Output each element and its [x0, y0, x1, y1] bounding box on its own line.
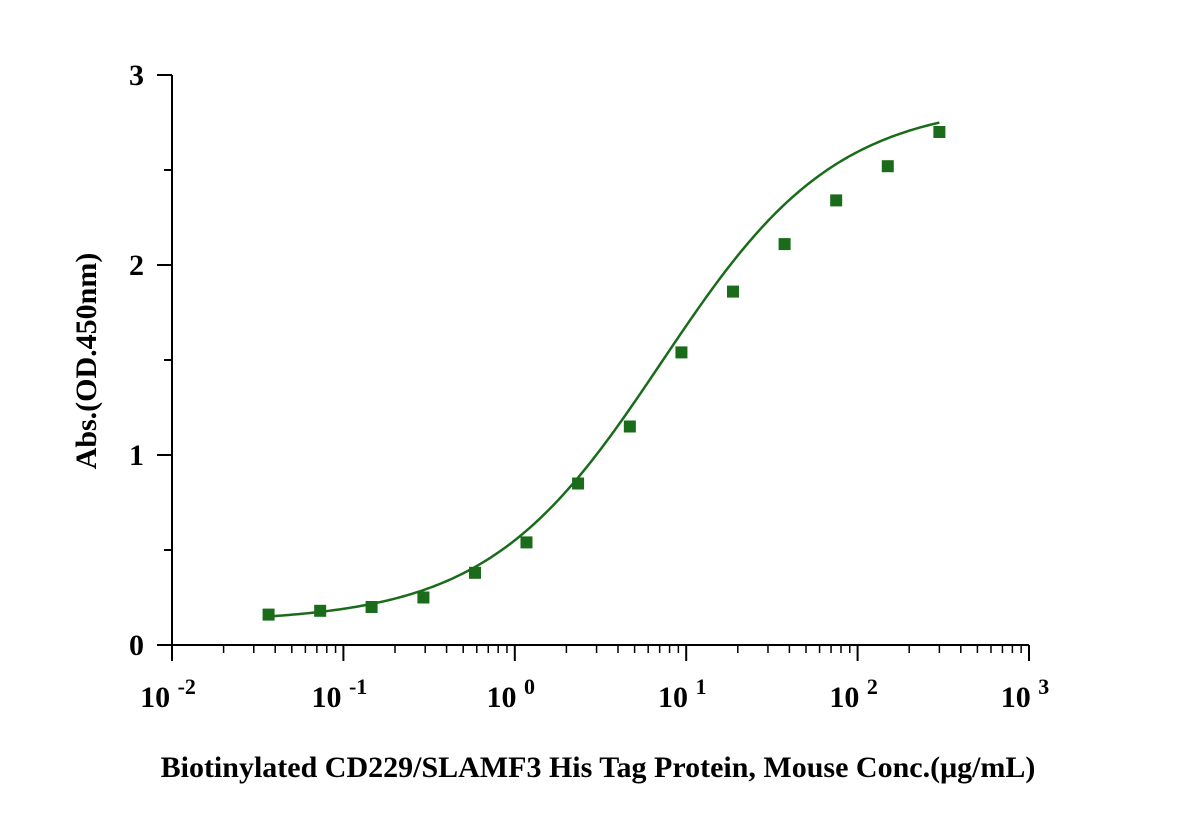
x-tick-label: 10 1	[658, 674, 707, 714]
x-tick-label: 10 2	[829, 674, 878, 714]
x-tick-label: 10 0	[487, 674, 536, 714]
data-point	[933, 126, 946, 138]
data-point	[726, 285, 739, 298]
data-point	[262, 608, 275, 621]
data-point	[675, 346, 688, 359]
fit-curve	[268, 121, 940, 618]
y-tick-label: 0	[129, 629, 144, 662]
y-tick-label: 3	[129, 59, 144, 92]
data-point	[365, 601, 378, 613]
data-point	[623, 420, 636, 433]
tick-labels: 0 1 2 3 10 -2 10 -1 10 0 10 1 10 2 10 3	[129, 59, 1049, 714]
y-axis-label: Abs.(OD.450nm)	[70, 253, 103, 470]
x-tick-label: 10 3	[1001, 674, 1050, 714]
data-points	[262, 126, 946, 621]
data-point	[469, 566, 482, 579]
data-point	[417, 591, 430, 604]
y-tick-label: 2	[129, 249, 144, 282]
data-point	[830, 194, 843, 207]
data-point	[881, 160, 894, 173]
axes	[157, 74, 1030, 661]
data-point	[314, 604, 327, 617]
y-tick-label: 1	[129, 439, 144, 472]
x-tick-label: 10 -1	[311, 674, 367, 714]
data-point	[572, 477, 585, 490]
x-tick-label: 10 -2	[140, 674, 196, 714]
x-axis-label: Biotinylated CD229/SLAMF3 His Tag Protei…	[161, 751, 1036, 784]
data-point	[520, 536, 533, 549]
data-point	[778, 238, 791, 251]
